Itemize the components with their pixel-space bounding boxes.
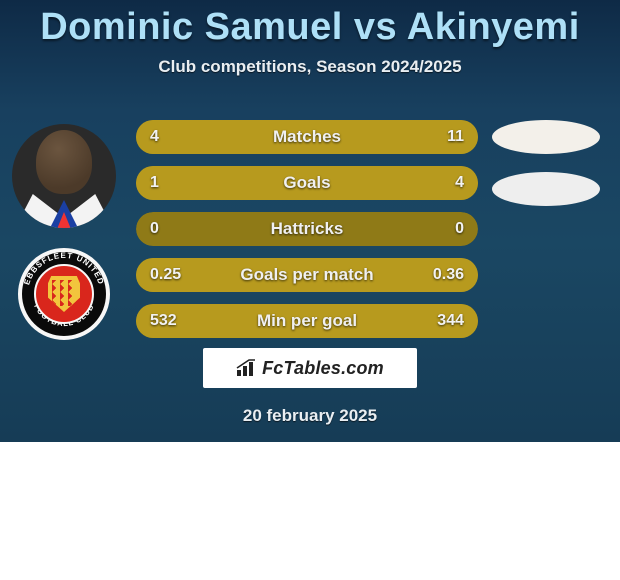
stat-value-right: 0.36 [433, 258, 464, 292]
player-ellipse-1 [492, 120, 600, 154]
comparison-bars: 4Matches111Goals40Hattricks00.25Goals pe… [136, 120, 478, 350]
stat-row: 0.25Goals per match0.36 [136, 258, 478, 292]
player-ellipse-2 [492, 172, 600, 206]
page-title: Dominic Samuel vs Akinyemi [0, 0, 620, 49]
stat-label: Goals per match [136, 258, 478, 292]
stat-label: Hattricks [136, 212, 478, 246]
stat-row: 4Matches11 [136, 120, 478, 154]
brand-box: FcTables.com [203, 348, 417, 388]
stat-label: Min per goal [136, 304, 478, 338]
player-avatar [12, 124, 116, 228]
stat-row: 0Hattricks0 [136, 212, 478, 246]
left-player-column: EBBSFLEET UNITED FOOTBALL CLUB [8, 124, 120, 340]
bar-chart-icon [236, 359, 258, 377]
stat-label: Goals [136, 166, 478, 200]
stat-value-right: 11 [447, 120, 464, 154]
comparison-card: Dominic Samuel vs Akinyemi Club competit… [0, 0, 620, 442]
stat-value-right: 4 [455, 166, 464, 200]
stat-row: 532Min per goal344 [136, 304, 478, 338]
footer-date: 20 february 2025 [0, 406, 620, 426]
stat-row: 1Goals4 [136, 166, 478, 200]
page-subtitle: Club competitions, Season 2024/2025 [0, 57, 620, 77]
right-player-column [482, 120, 600, 224]
stat-value-right: 0 [455, 212, 464, 246]
club-crest: EBBSFLEET UNITED FOOTBALL CLUB [18, 248, 110, 340]
whitespace-below [0, 442, 620, 580]
stat-value-right: 344 [437, 304, 464, 338]
stat-label: Matches [136, 120, 478, 154]
brand-text: FcTables.com [262, 358, 384, 379]
